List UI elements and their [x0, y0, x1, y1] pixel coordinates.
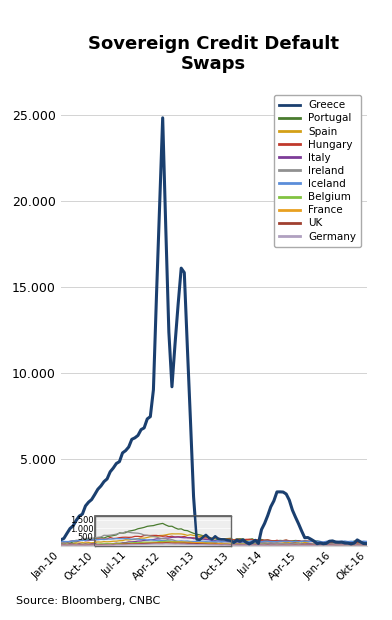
Legend: Greece, Portugal, Spain, Hungary, Italy, Ireland, Iceland, Belgium, France, UK, : Greece, Portugal, Spain, Hungary, Italy,…	[274, 95, 361, 247]
Text: Source: Bloomberg, CNBC: Source: Bloomberg, CNBC	[16, 596, 160, 606]
Title: Sovereign Credit Default
Swaps: Sovereign Credit Default Swaps	[88, 35, 339, 74]
Bar	[95, 516, 230, 546]
